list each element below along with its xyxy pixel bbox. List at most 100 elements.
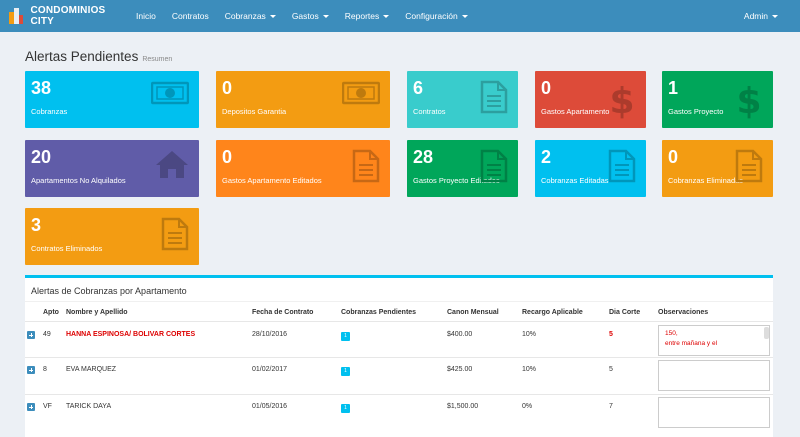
cell-nombre: EVA MARQUEZ: [66, 366, 117, 373]
panel-divider: [25, 301, 773, 302]
alert-box-gastos-proyecto-editados[interactable]: 28 Gastos Proyecto Editados: [407, 140, 518, 197]
alert-box-gastos-apartamento[interactable]: 0 Gastos Apartamento $: [535, 71, 646, 128]
alert-box-label: Apartamentos No Alquilados: [31, 176, 126, 185]
nav-item-label: Configuración: [405, 11, 458, 21]
alert-box-label: Gastos Apartamento Editados: [222, 176, 322, 185]
alert-box-count: 1: [668, 78, 679, 98]
cell-recargo: 10%: [522, 331, 537, 338]
nav-item-cobranzas[interactable]: Cobranzas: [217, 0, 284, 32]
document-icon: [480, 149, 508, 185]
nav-item-inicio[interactable]: Inicio: [128, 0, 164, 32]
column-header-observaciones: Observaciones: [658, 309, 709, 316]
alert-box-count: 2: [541, 147, 552, 167]
document-icon: [735, 149, 763, 185]
alert-box-count: 0: [222, 147, 233, 167]
chevron-down-icon: [269, 14, 276, 18]
building-logo-icon: [9, 8, 23, 24]
alert-box-label: Cobranzas Editadas: [541, 176, 609, 185]
nav-item-gastos[interactable]: Gastos: [284, 0, 337, 32]
observaciones-input[interactable]: [658, 360, 770, 391]
document-icon: [161, 217, 189, 253]
alert-box-count: 0: [222, 78, 233, 98]
chevron-down-icon: [383, 14, 390, 18]
alert-box-label: Cobranzas: [31, 107, 68, 116]
chevron-down-icon: [772, 14, 778, 18]
nav-item-label: Reportes: [344, 11, 380, 21]
pending-count-badge[interactable]: 1: [341, 404, 350, 413]
textarea-scrollbar[interactable]: [764, 327, 769, 339]
user-name: Admin: [743, 11, 768, 21]
cell-canon: $425.00: [447, 366, 473, 373]
cell-corte: 5: [609, 366, 613, 373]
cell-fecha: 01/02/2017: [252, 366, 288, 373]
column-header-apto: Apto: [43, 309, 59, 316]
document-icon: [480, 80, 508, 116]
alert-box-label: Cobranzas Eliminadas: [668, 176, 744, 185]
alert-box-contratos[interactable]: 6 Contratos: [407, 71, 518, 128]
nav-item-configuracin[interactable]: Configuración: [397, 0, 475, 32]
alert-box-apartamentos-no-alquilados[interactable]: 20 Apartamentos No Alquilados: [25, 140, 199, 197]
column-header-recargo-aplicable: Recargo Aplicable: [522, 309, 583, 316]
row-divider: [25, 394, 773, 395]
alert-box-label: Contratos Eliminados: [31, 244, 103, 253]
svg-text:$: $: [609, 81, 634, 120]
alert-box-count: 6: [413, 78, 424, 98]
dollar-icon: $: [608, 80, 636, 122]
alert-box-count: 3: [31, 215, 42, 235]
top-navbar: CONDOMINIOS CITY Inicio Contratos Cobranza…: [0, 0, 800, 32]
user-menu[interactable]: Admin: [744, 0, 778, 32]
alert-box-label: Contratos: [413, 107, 446, 116]
nav-item-label: Cobranzas: [224, 11, 266, 21]
chevron-down-icon: [322, 14, 329, 18]
nav-item-label: Inicio: [136, 11, 156, 21]
cell-corte: 5: [609, 331, 613, 338]
alert-box-label: Gastos Apartamento: [541, 107, 610, 116]
alerts-table-panel: Alertas de Cobranzas por Apartamento Apt…: [25, 275, 773, 437]
pending-count-badge[interactable]: 1: [341, 367, 350, 376]
cell-nombre: TARICK DAYA: [66, 403, 112, 410]
expand-row-plus-icon[interactable]: [27, 366, 35, 374]
column-header-dia-corte: Dia Corte: [609, 309, 641, 316]
nav-item-contratos[interactable]: Contratos: [164, 0, 217, 32]
alert-box-label: Gastos Proyecto: [668, 107, 724, 116]
chevron-down-icon: [461, 14, 468, 18]
cell-corte: 7: [609, 403, 613, 410]
observaciones-input[interactable]: [658, 397, 770, 428]
cell-fecha: 01/05/2016: [252, 403, 288, 410]
pending-count-badge[interactable]: 1: [341, 332, 350, 341]
page-title: Alertas Pendientes: [25, 49, 139, 64]
alert-box-cobranzas-eliminadas[interactable]: 0 Cobranzas Eliminadas: [662, 140, 773, 197]
alert-box-count: 0: [668, 147, 679, 167]
dollar-icon: $: [735, 80, 763, 122]
expand-row-plus-icon[interactable]: [27, 403, 35, 411]
alert-box-cobranzas-editadas[interactable]: 2 Cobranzas Editadas: [535, 140, 646, 197]
home-icon: [155, 149, 189, 181]
observaciones-input[interactable]: [658, 325, 770, 356]
nav-item-label: Gastos: [291, 11, 319, 21]
alert-box-gastos-apartamento-editados[interactable]: 0 Gastos Apartamento Editados: [216, 140, 390, 197]
brand[interactable]: CONDOMINIOS CITY: [0, 0, 128, 32]
alert-box-count: 0: [541, 78, 552, 98]
nav-menu: Inicio Contratos Cobranzas Gastos Reportes Co…: [128, 0, 476, 32]
row-divider: [25, 357, 773, 358]
cell-canon: $400.00: [447, 331, 473, 338]
cell-apto: 49: [43, 331, 51, 338]
cell-fecha: 28/10/2016: [252, 331, 288, 338]
column-header-nombre-y-apellido: Nombre y Apellido: [66, 309, 128, 316]
column-header-canon-mensual: Canon Mensual: [447, 309, 499, 316]
alert-box-gastos-proyecto[interactable]: 1 Gastos Proyecto $: [662, 71, 773, 128]
cell-apto: VF: [43, 403, 52, 410]
content-header: Alertas Pendientes Resumen: [25, 49, 172, 64]
alert-box-contratos-eliminados[interactable]: 3 Contratos Eliminados: [25, 208, 199, 265]
alert-box-cobranzas[interactable]: 38 Cobranzas: [25, 71, 199, 128]
money-icon: [150, 80, 190, 108]
column-header-fecha-de-contrato: Fecha de Contrato: [252, 309, 314, 316]
document-icon: [352, 149, 380, 185]
nav-item-reportes[interactable]: Reportes: [337, 0, 398, 32]
header-divider: [25, 321, 773, 322]
alert-box-label: Depositos Garantia: [222, 107, 287, 116]
expand-row-plus-icon[interactable]: [27, 331, 35, 339]
alert-box-count: 20: [31, 147, 52, 167]
alert-box-count: 38: [31, 78, 52, 98]
alert-box-depositos-garantia[interactable]: 0 Depositos Garantia: [216, 71, 390, 128]
